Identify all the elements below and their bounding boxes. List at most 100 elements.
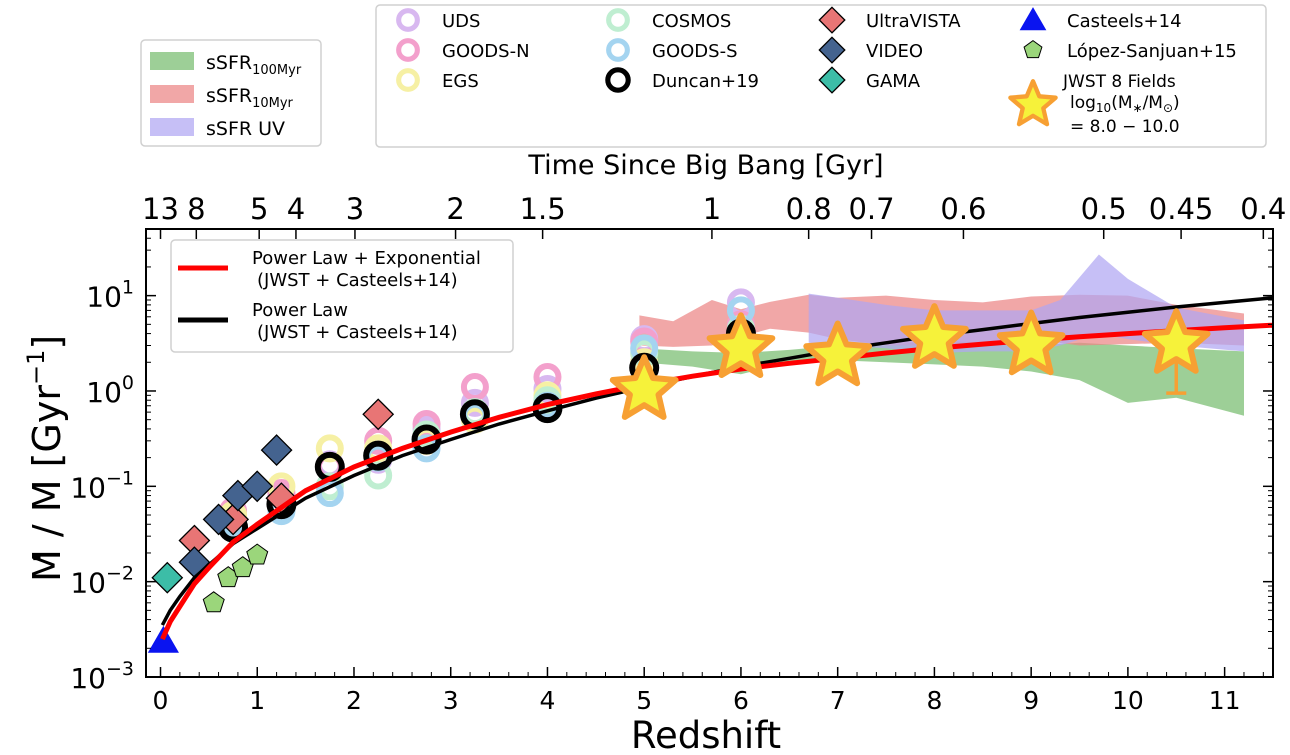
legend-marker-EGS bbox=[396, 68, 420, 92]
legend-marker-COSMOS bbox=[606, 8, 630, 32]
stars-layer bbox=[609, 303, 1211, 420]
legend-label-JWST 8 Fields: JWST 8 Fields bbox=[1062, 72, 1176, 92]
legend-label-sSFR_100Myr: sSFR100Myr bbox=[206, 52, 302, 78]
y-tick-label: 10−3 bbox=[70, 658, 134, 695]
legend-swatch-sSFR_100Myr bbox=[150, 52, 194, 70]
y-tick-label: 100 bbox=[86, 372, 134, 409]
series-layer bbox=[147, 288, 756, 653]
legend-label-Casteels+14: Casteels+14 bbox=[1067, 11, 1182, 32]
x-tick-label: 6 bbox=[733, 686, 749, 715]
y-axis-label-dot: · bbox=[15, 550, 59, 564]
top-x-axis-label: Time Since Big Bang [Gyr] bbox=[527, 150, 883, 181]
top-tick-label: 0.4 bbox=[1240, 192, 1286, 226]
legend-data: UDS GOODS-N EGS COSMOS GOODS-S Duncan+19 Ultra… bbox=[375, 4, 1267, 148]
legend-marker-López-Sanjuan+15 bbox=[1023, 39, 1043, 59]
legend-marker-JWST 8 Fields bbox=[1008, 79, 1058, 127]
x-tick-label: 3 bbox=[443, 686, 459, 715]
legend-marker-UltraVISTA bbox=[818, 6, 846, 34]
point-VIDEO-1 bbox=[202, 503, 235, 536]
legend-label-UltraVISTA: UltraVISTA bbox=[866, 11, 961, 32]
legend-label-GAMA: GAMA bbox=[866, 71, 921, 92]
y-tick-label: 10−2 bbox=[70, 563, 134, 600]
legend-model-frame bbox=[170, 239, 514, 353]
point-EGS-2 bbox=[315, 434, 344, 463]
top-tick-label: 4 bbox=[287, 192, 305, 226]
legend-label-VIDEO: VIDEO bbox=[866, 41, 923, 62]
plot-frame bbox=[145, 228, 1274, 678]
legend-jwst-mass-range: log10(M∗/M⊙) bbox=[1070, 93, 1180, 115]
point-Casteels+14-0 bbox=[147, 625, 179, 653]
point-JWST 8 Fields-4 bbox=[996, 309, 1066, 376]
x-tick-label: 9 bbox=[1023, 686, 1039, 715]
top-tick-label: 0.45 bbox=[1149, 192, 1214, 226]
y-axis-label-sup: −1 bbox=[22, 350, 50, 385]
legend-label-sSFR_UV: sSFR UV bbox=[206, 118, 285, 140]
point-López-Sanjuan+15-3 bbox=[246, 543, 269, 565]
y-tick-label: 10−1 bbox=[70, 467, 134, 504]
point-JWST 8 Fields-2 bbox=[803, 320, 873, 387]
point-López-Sanjuan+15-0 bbox=[202, 591, 225, 613]
y-axis-label-text: M / M [Gyr−1] bbox=[22, 335, 69, 582]
top-tick-label: 0.6 bbox=[940, 192, 986, 226]
point-Duncan+19-4 bbox=[411, 424, 442, 455]
y-axis-label-close: ] bbox=[25, 335, 69, 350]
legend-label-EGS: EGS bbox=[442, 71, 479, 92]
point-VIDEO-4 bbox=[260, 434, 293, 467]
legend-label-GOODS-N: GOODS-N bbox=[442, 41, 530, 62]
top-tick-label: 1.5 bbox=[520, 192, 566, 226]
legend-sublabel-Power Law + Exponential: (JWST + Casteels+14) bbox=[257, 270, 458, 291]
legend-sfr: sSFR100Myr sSFR10Myr sSFR UV bbox=[140, 39, 322, 147]
legend-label-sSFR_10Myr: sSFR10Myr bbox=[206, 85, 294, 111]
legend-marker-VIDEO bbox=[818, 36, 846, 64]
top-tick-label: 13 bbox=[142, 192, 179, 226]
x-tick-label: 1 bbox=[249, 686, 265, 715]
legend-label-Power Law: Power Law bbox=[252, 300, 348, 321]
legend-marker-UDS bbox=[396, 8, 420, 32]
y-axis-label: · M / M [Gyr−1] bbox=[15, 335, 69, 582]
point-VIDEO-3 bbox=[241, 470, 274, 503]
legend-model: Power Law + Exponential(JWST + Casteels+… bbox=[170, 239, 514, 353]
point-UltraVISTA-3 bbox=[362, 398, 395, 431]
legend-label-UDS: UDS bbox=[442, 11, 480, 32]
y-tick-label: 101 bbox=[86, 277, 134, 314]
top-tick-label: 2 bbox=[446, 192, 464, 226]
point-JWST 8 Fields-1 bbox=[706, 312, 776, 378]
legend-swatch-sSFR_UV bbox=[150, 118, 194, 136]
point-JWST 8 Fields-3 bbox=[900, 303, 969, 369]
point-GOODS-N-5 bbox=[460, 373, 489, 402]
top-tick-label: 5 bbox=[250, 192, 268, 226]
legend-label-Duncan+19: Duncan+19 bbox=[652, 71, 759, 92]
legend-sublabel-Power Law: (JWST + Casteels+14) bbox=[257, 322, 458, 343]
legend-marker-Duncan+19 bbox=[605, 67, 631, 93]
x-tick-label: 4 bbox=[540, 686, 556, 715]
legend-label-COSMOS: COSMOS bbox=[652, 11, 731, 32]
legend-marker-Casteels+14 bbox=[1019, 7, 1047, 31]
legend-jwst-mass-range-values: = 8.0 − 10.0 bbox=[1070, 117, 1180, 137]
top-tick-label: 0.7 bbox=[848, 192, 894, 226]
x-tick-label: 8 bbox=[926, 686, 942, 715]
x-tick-label: 10 bbox=[1112, 686, 1144, 715]
top-tick-label: 0.5 bbox=[1081, 192, 1127, 226]
top-tick-label: 3 bbox=[346, 192, 364, 226]
legend-label-López-Sanjuan+15: López-Sanjuan+15 bbox=[1067, 41, 1237, 62]
top-tick-label: 1 bbox=[703, 192, 721, 226]
point-GAMA-0 bbox=[151, 561, 184, 594]
legend-label-GOODS-S: GOODS-S bbox=[652, 41, 738, 62]
point-JWST 8 Fields-0 bbox=[609, 354, 679, 420]
y-axis-label-main: M / M [Gyr bbox=[25, 385, 69, 582]
top-tick-label: 8 bbox=[187, 192, 205, 226]
legend-label-Power Law + Exponential: Power Law + Exponential bbox=[252, 248, 481, 269]
legend-marker-GAMA bbox=[818, 66, 846, 94]
x-tick-label: 0 bbox=[153, 686, 169, 715]
point-UDS-5 bbox=[460, 388, 489, 417]
legend-marker-GOODS-S bbox=[606, 38, 630, 62]
x-tick-label: 5 bbox=[636, 686, 652, 715]
x-tick-label: 11 bbox=[1209, 686, 1241, 715]
x-tick-label: 2 bbox=[346, 686, 362, 715]
legend-marker-GOODS-N bbox=[396, 38, 420, 62]
top-tick-label: 0.8 bbox=[786, 192, 832, 226]
x-axis-label: Redshift bbox=[631, 714, 781, 755]
point-JWST 8 Fields-5 bbox=[1141, 308, 1211, 374]
